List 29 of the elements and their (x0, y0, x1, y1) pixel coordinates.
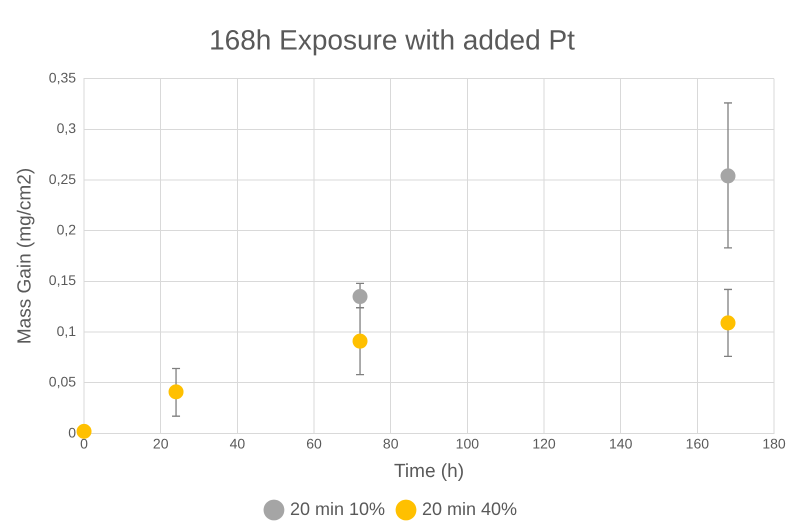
y-tick-label: 0,35 (48, 69, 76, 86)
x-tick-label: 120 (532, 436, 556, 452)
point (720, 168, 736, 184)
legend-label: 20 min 10% (290, 498, 386, 519)
y-tick-label: 0,15 (48, 272, 76, 288)
x-tick-label: 100 (456, 436, 480, 452)
y-tick-label: 0,3 (56, 120, 76, 136)
x-tick-label: 60 (306, 436, 322, 452)
x-axis-title: Time (h) (394, 460, 464, 482)
point (720, 315, 736, 330)
x-tick-label: 40 (230, 436, 246, 452)
point (352, 334, 368, 349)
x-tick-label: 180 (762, 436, 786, 452)
x-tick-label: 80 (382, 436, 399, 452)
x-tick-label: 20 (152, 436, 169, 452)
legend-label: 20 min 40% (422, 498, 518, 519)
y-tick-label: 0,05 (48, 374, 76, 390)
point (352, 289, 368, 304)
y-tick-label: 0 (68, 424, 76, 440)
y-axis-title: Mass Gain (mg/cm2) (14, 168, 36, 344)
point (168, 384, 184, 400)
x-tick-label: 160 (686, 436, 710, 452)
point (76, 424, 92, 439)
x-tick-label: 140 (609, 436, 633, 452)
chart-title: 168h Exposure with added Pt (209, 24, 576, 56)
y-tick-label: 0,1 (56, 322, 76, 339)
x-tick-label: 0 (80, 436, 88, 452)
y-tick-label: 0,25 (48, 170, 76, 187)
y-tick-label: 0,2 (56, 222, 76, 238)
